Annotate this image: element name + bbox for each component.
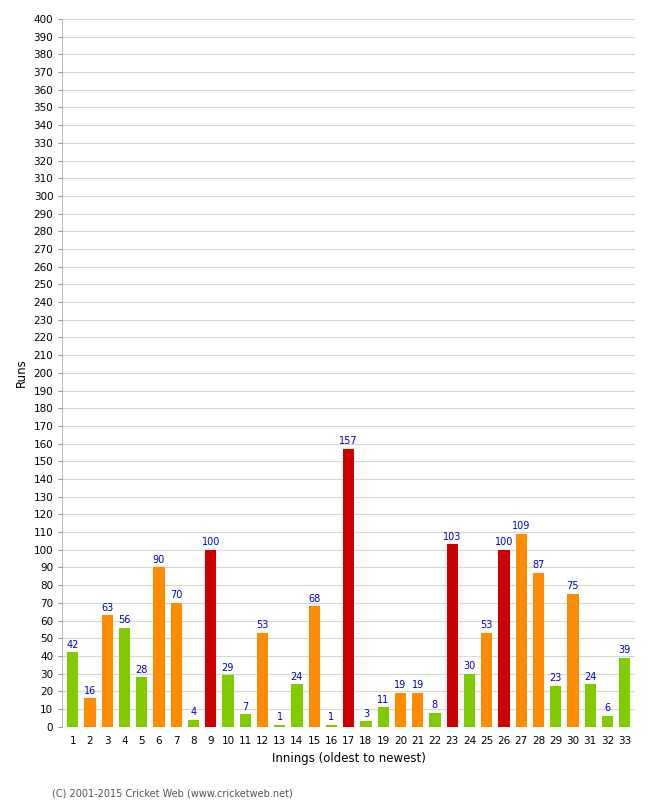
Bar [429,713,441,726]
Text: 30: 30 [463,661,476,671]
Text: 42: 42 [66,640,79,650]
Bar [170,603,182,726]
Text: 53: 53 [256,620,268,630]
Bar [240,714,251,726]
Bar [464,674,475,726]
Bar [412,693,423,726]
Bar [153,567,164,726]
Text: 19: 19 [395,681,406,690]
Bar [67,653,78,726]
Text: 24: 24 [291,672,303,682]
Bar [101,615,113,726]
Bar [326,725,337,726]
Bar [84,698,96,726]
Text: 68: 68 [308,594,320,604]
Text: 7: 7 [242,702,248,712]
Text: 157: 157 [339,436,358,446]
X-axis label: Innings (oldest to newest): Innings (oldest to newest) [272,752,426,765]
Bar [343,449,354,726]
Bar [447,545,458,726]
Text: (C) 2001-2015 Cricket Web (www.cricketweb.net): (C) 2001-2015 Cricket Web (www.cricketwe… [52,788,292,798]
Text: 70: 70 [170,590,183,600]
Text: 109: 109 [512,522,530,531]
Bar [619,658,630,726]
Text: 56: 56 [118,615,131,625]
Bar [257,633,268,726]
Text: 63: 63 [101,602,113,613]
Bar [378,707,389,726]
Bar [360,722,372,726]
Text: 53: 53 [480,620,493,630]
Text: 75: 75 [567,582,579,591]
Text: 4: 4 [190,707,196,717]
Text: 16: 16 [84,686,96,696]
Text: 1: 1 [277,712,283,722]
Bar [499,550,510,726]
Bar [205,550,216,726]
Text: 103: 103 [443,532,462,542]
Text: 3: 3 [363,709,369,718]
Text: 90: 90 [153,555,165,565]
Text: 29: 29 [222,662,234,673]
Text: 23: 23 [549,674,562,683]
Bar [119,628,130,726]
Text: 11: 11 [377,694,389,705]
Text: 100: 100 [202,537,220,547]
Y-axis label: Runs: Runs [15,358,28,387]
Text: 24: 24 [584,672,596,682]
Bar [188,720,199,726]
Bar [395,693,406,726]
Text: 6: 6 [604,703,610,714]
Text: 100: 100 [495,537,513,547]
Bar [567,594,578,726]
Bar [533,573,544,726]
Bar [291,684,302,726]
Text: 8: 8 [432,700,438,710]
Bar [274,725,285,726]
Bar [584,684,596,726]
Text: 87: 87 [532,560,545,570]
Bar [602,716,613,726]
Bar [309,606,320,726]
Bar [481,633,492,726]
Bar [515,534,526,726]
Text: 19: 19 [411,681,424,690]
Text: 28: 28 [135,665,148,674]
Text: 39: 39 [619,645,630,655]
Text: 1: 1 [328,712,335,722]
Bar [136,677,148,726]
Bar [550,686,561,726]
Bar [222,675,233,726]
